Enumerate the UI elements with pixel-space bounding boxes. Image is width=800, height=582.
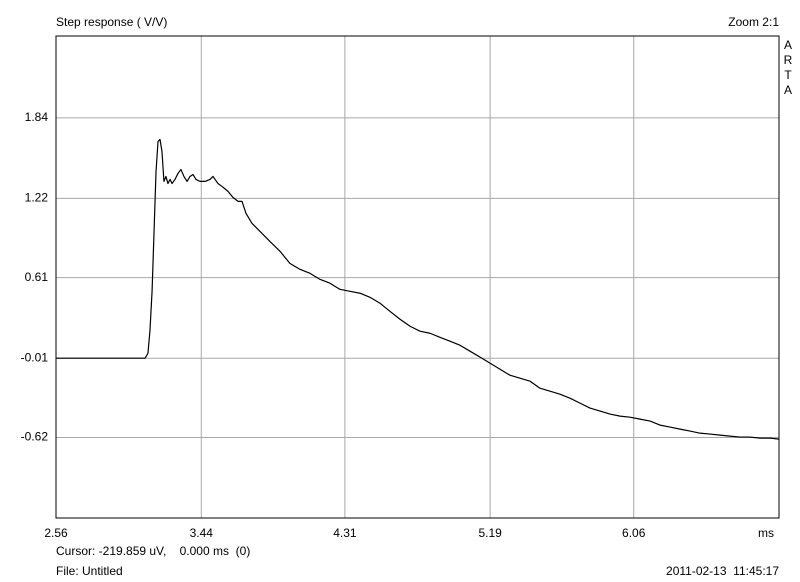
x-tick-label: 6.06 xyxy=(622,526,646,540)
side-label: ARTA xyxy=(781,38,795,98)
step-response-line xyxy=(56,138,780,440)
plot xyxy=(56,138,780,440)
plot-frame xyxy=(55,35,780,519)
x-tick-label: 5.19 xyxy=(478,526,502,540)
chart-title: Step response ( V/V) xyxy=(56,15,167,29)
x-tick-label: 2.56 xyxy=(44,526,68,540)
zoom-label: Zoom 2:1 xyxy=(728,15,779,29)
timestamp: 2011-02-13 11:45:17 xyxy=(666,564,779,578)
cursor-readout: Cursor: -219.859 uV, 0.000 ms (0) xyxy=(56,544,250,558)
y-tick-label: 1.84 xyxy=(25,110,49,124)
file-label: File: Untitled xyxy=(56,564,123,578)
y-tick-label: 0.61 xyxy=(25,270,49,284)
x-tick-label: 4.31 xyxy=(333,526,357,540)
x-axis-unit: ms xyxy=(758,526,774,540)
y-tick-label: -0.01 xyxy=(21,350,49,364)
x-tick-label: 3.44 xyxy=(190,526,214,540)
y-tick-label: -0.62 xyxy=(21,430,49,444)
y-tick-label: 1.22 xyxy=(25,191,49,205)
